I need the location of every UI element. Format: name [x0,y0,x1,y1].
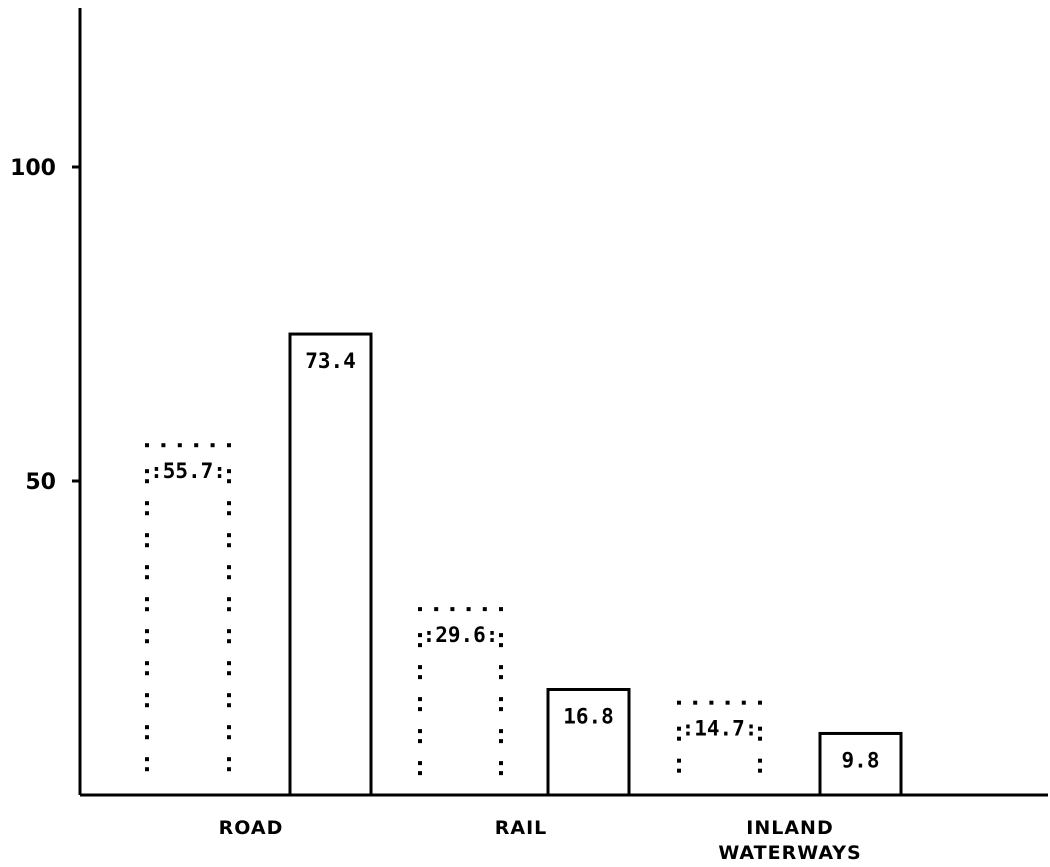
bar-value-label-solid: 16.8 [563,704,614,728]
bar-dotted [677,700,762,773]
bar-dotted [145,443,231,772]
bar-value-label-dotted: :55.7: [150,459,226,483]
x-category-label: RAIL [495,817,548,839]
bar-value-label-dotted: :14.7: [682,717,758,741]
x-category-label: WATERWAYS [718,842,861,864]
bar-solid [818,731,903,797]
bar-value-label-solid: 73.4 [305,349,356,373]
bar-value-label-dotted: :29.6: [423,623,499,647]
y-tick-label: 50 [25,470,56,495]
x-category-label: INLAND [746,817,833,839]
bar-solid [546,687,631,797]
bar-value-label-solid: 9.8 [842,748,880,772]
x-category-label: ROAD [219,817,284,839]
bar-solid [288,332,373,797]
bar-dotted [418,607,503,776]
y-tick-label: 100 [10,156,56,181]
